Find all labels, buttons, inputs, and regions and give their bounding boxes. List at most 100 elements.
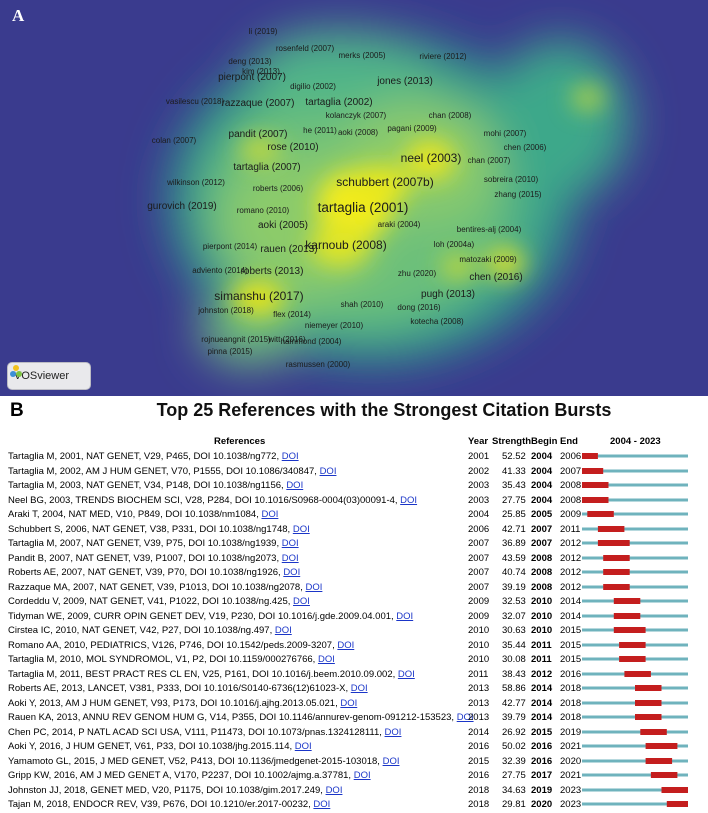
end-cell: 2008 — [560, 494, 582, 506]
strength-cell: 36.89 — [502, 538, 526, 549]
burst-timeline — [582, 757, 688, 764]
burst-timeline — [582, 467, 688, 474]
reference-text: Tartaglia M, 2010, MOL SYNDROMOL, V1, P2… — [8, 653, 335, 668]
node-label: kim (2013) — [242, 67, 280, 76]
doi-link[interactable]: DOI — [396, 610, 414, 622]
strength-cell: 30.63 — [502, 625, 526, 636]
node-label: pandit (2007) — [229, 129, 288, 140]
burst-timeline — [582, 525, 688, 532]
burst-timeline — [582, 714, 688, 720]
node-label: aoki (2008) — [338, 128, 378, 137]
vosviewer-badge: VOSviewer — [7, 362, 91, 390]
year-cell: 2006 — [468, 523, 490, 535]
density-map-panel: li (2019) rosenfeld (2007) merks (2005) riv… — [0, 0, 708, 396]
doi-link[interactable]: DOI — [261, 509, 279, 520]
node-label: gurovich (2019) — [147, 201, 216, 212]
timeline-bar — [582, 788, 688, 791]
node-label: razzaque (2007) — [222, 98, 295, 109]
doi-link[interactable]: DOI — [274, 625, 292, 636]
doi-link[interactable]: DOI — [340, 697, 358, 709]
node-label: merks (2005) — [338, 51, 385, 60]
year-cell: 2016 — [468, 770, 490, 781]
burst-timeline — [582, 627, 688, 633]
node-label: vasilescu (2018) — [166, 97, 225, 106]
table-row: Schubbert S, 2006, NAT GENET, V38, P331,… — [0, 523, 708, 538]
doi-link[interactable]: DOI — [283, 567, 301, 578]
node-label: riviere (2012) — [419, 52, 466, 61]
reference-text: Rauen KA, 2013, ANNU REV GENOM HUM G, V1… — [8, 711, 474, 726]
doi-link[interactable]: DOI — [325, 784, 343, 796]
doi-link[interactable]: DOI — [281, 538, 299, 549]
burst-timeline — [582, 540, 688, 546]
node-label: rosenfeld (2007) — [276, 44, 335, 53]
node-label: karnoub (2008) — [305, 238, 386, 252]
end-cell: 2019 — [560, 726, 582, 738]
strength-cell: 41.33 — [502, 465, 526, 477]
end-cell: 2012 — [560, 538, 582, 549]
header-end: End — [560, 436, 578, 447]
doi-link[interactable]: DOI — [294, 741, 312, 752]
node-label: pierpont (2007) — [218, 72, 286, 83]
doi-link[interactable]: DOI — [397, 668, 415, 680]
table-row: Tartaglia M, 2001, NAT GENET, V29, P465,… — [0, 450, 708, 465]
doi-link[interactable]: DOI — [400, 494, 418, 506]
end-cell: 2015 — [560, 639, 582, 651]
begin-cell: 2016 — [531, 741, 553, 752]
end-cell: 2015 — [560, 625, 582, 636]
doi-link[interactable]: DOI — [281, 451, 299, 462]
strength-cell: 42.71 — [502, 523, 526, 535]
reference-citation: Neel BG, 2003, TRENDS BIOCHEM SCI, V28, … — [8, 494, 401, 506]
begin-cell: 2020 — [531, 799, 553, 810]
begin-cell: 2007 — [531, 538, 553, 549]
end-cell: 2015 — [560, 654, 582, 665]
doi-link[interactable]: DOI — [293, 596, 310, 607]
table-row: Cirstea IC, 2010, NAT GENET, V42, P27, D… — [0, 624, 708, 639]
citation-burst-panel: B Top 25 References with the Strongest C… — [0, 396, 708, 810]
node-label: chen (2016) — [469, 272, 522, 283]
reference-text: Gripp KW, 2016, AM J MED GENET A, V170, … — [8, 769, 371, 784]
reference-text: Tartaglia M, 2003, NAT GENET, V34, P148,… — [8, 479, 303, 494]
doi-link[interactable]: DOI — [281, 552, 299, 564]
doi-link[interactable]: DOI — [350, 683, 368, 694]
doi-link[interactable]: DOI — [353, 770, 371, 781]
node-label: colan (2007) — [152, 136, 197, 145]
begin-cell: 2019 — [531, 784, 553, 796]
strength-cell: 26.92 — [502, 726, 526, 738]
panel-letter-a: A — [12, 6, 25, 25]
reference-citation: Araki T, 2004, NAT MED, V10, P849, DOI 1… — [8, 509, 262, 520]
burst-segment — [613, 598, 641, 604]
node-label: niemeyer (2010) — [305, 321, 364, 330]
reference-text: Cirstea IC, 2010, NAT GENET, V42, P27, D… — [8, 624, 292, 639]
end-cell: 2012 — [560, 581, 582, 593]
burst-segment — [624, 670, 651, 677]
panel-letter-b: B — [10, 400, 24, 421]
doi-link[interactable]: DOI — [319, 465, 337, 477]
doi-link[interactable]: DOI — [305, 581, 323, 593]
reference-text: Neel BG, 2003, TRENDS BIOCHEM SCI, V28, … — [8, 494, 417, 509]
strength-cell: 35.44 — [502, 639, 526, 651]
doi-link[interactable]: DOI — [317, 654, 335, 665]
table-row: Gripp KW, 2016, AM J MED GENET A, V170, … — [0, 769, 708, 784]
end-cell: 2012 — [560, 552, 582, 564]
density-map: li (2019) rosenfeld (2007)merks (2005) riv… — [0, 0, 708, 396]
burst-segment — [640, 728, 667, 735]
reference-text: Araki T, 2004, NAT MED, V10, P849, DOI 1… — [8, 508, 278, 523]
doi-link[interactable]: DOI — [384, 726, 402, 738]
node-label: tartaglia (2001) — [318, 200, 409, 215]
year-cell: 2007 — [468, 538, 490, 549]
burst-segment — [582, 482, 609, 488]
doi-link[interactable]: DOI — [292, 523, 310, 535]
reference-citation: Yamamoto GL, 2015, J MED GENET, V52, P41… — [8, 755, 383, 767]
strength-cell: 58.86 — [502, 683, 526, 694]
node-label: tartaglia (2007) — [233, 162, 300, 173]
doi-link[interactable]: DOI — [382, 755, 400, 767]
doi-link[interactable]: DOI — [456, 712, 474, 723]
year-cell: 2013 — [468, 683, 490, 694]
burst-timeline — [582, 612, 688, 619]
burst-timeline — [582, 453, 688, 459]
reference-citation: Cordeddu V, 2009, NAT GENET, V41, P1022,… — [8, 596, 294, 607]
doi-link[interactable]: DOI — [337, 639, 355, 651]
reference-text: Roberts AE, 2013, LANCET, V381, P333, DO… — [8, 682, 368, 697]
strength-cell: 30.08 — [502, 654, 526, 665]
doi-link[interactable]: DOI — [286, 480, 304, 491]
